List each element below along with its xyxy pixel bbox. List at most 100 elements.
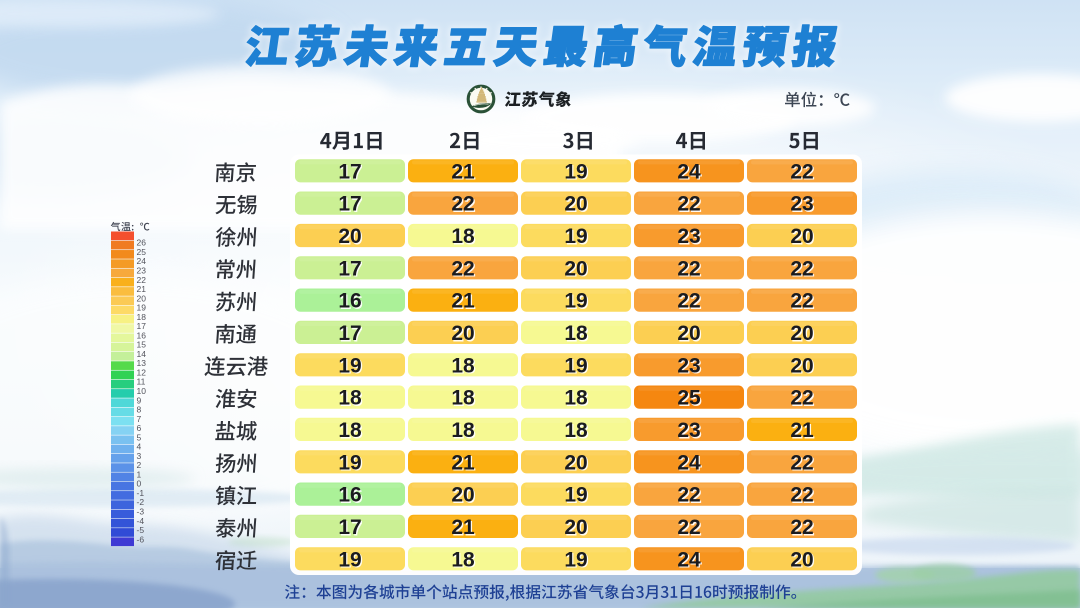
svg-text:24: 24 xyxy=(679,550,703,573)
svg-text:20: 20 xyxy=(790,322,813,345)
svg-text:19: 19 xyxy=(566,162,589,185)
svg-text:22: 22 xyxy=(137,275,147,285)
svg-text:22: 22 xyxy=(790,160,813,183)
svg-text:20: 20 xyxy=(790,354,813,377)
svg-text:18: 18 xyxy=(453,388,477,411)
svg-text:18: 18 xyxy=(338,387,362,410)
svg-text:22: 22 xyxy=(677,516,700,539)
svg-text:22: 22 xyxy=(790,257,813,280)
svg-text:22: 22 xyxy=(451,193,474,216)
svg-text:20: 20 xyxy=(566,259,589,282)
svg-text:19: 19 xyxy=(340,356,363,379)
svg-text:18: 18 xyxy=(340,388,364,411)
svg-text:20: 20 xyxy=(564,257,587,280)
svg-text:16: 16 xyxy=(340,485,363,508)
svg-text:19: 19 xyxy=(564,484,587,507)
svg-text:22: 22 xyxy=(679,194,702,217)
svg-text:7: 7 xyxy=(137,414,142,424)
svg-text:22: 22 xyxy=(792,162,815,185)
svg-text:18: 18 xyxy=(453,226,477,249)
svg-text:22: 22 xyxy=(792,517,815,540)
svg-text:22: 22 xyxy=(792,485,815,508)
svg-text:17: 17 xyxy=(338,516,361,539)
svg-text:21: 21 xyxy=(451,451,475,474)
svg-text:18: 18 xyxy=(451,419,475,442)
svg-text:0: 0 xyxy=(137,479,142,489)
svg-text:25: 25 xyxy=(679,388,703,411)
svg-text:23: 23 xyxy=(677,225,700,248)
svg-text:19: 19 xyxy=(338,354,361,377)
svg-text:22: 22 xyxy=(790,516,813,539)
svg-text:20: 20 xyxy=(566,517,589,540)
svg-text:8: 8 xyxy=(137,405,142,415)
svg-text:14: 14 xyxy=(137,349,147,359)
svg-text:19: 19 xyxy=(566,226,589,249)
svg-text:23: 23 xyxy=(792,194,815,217)
svg-text:22: 22 xyxy=(790,387,813,410)
svg-text:22: 22 xyxy=(790,290,813,313)
svg-text:21: 21 xyxy=(137,284,147,294)
svg-text:20: 20 xyxy=(451,322,474,345)
svg-text:22: 22 xyxy=(679,259,702,282)
svg-text:20: 20 xyxy=(792,323,815,346)
svg-text:21: 21 xyxy=(451,290,475,313)
svg-text:20: 20 xyxy=(453,323,476,346)
svg-text:21: 21 xyxy=(451,160,475,183)
svg-text:16: 16 xyxy=(340,291,363,314)
svg-text:16: 16 xyxy=(137,330,147,340)
svg-text:22: 22 xyxy=(790,484,813,507)
svg-text:21: 21 xyxy=(453,291,477,314)
svg-text:20: 20 xyxy=(564,193,587,216)
svg-text:23: 23 xyxy=(679,420,702,443)
svg-text:6: 6 xyxy=(137,423,142,433)
svg-text:24: 24 xyxy=(677,548,701,571)
svg-text:21: 21 xyxy=(451,516,475,539)
svg-text:22: 22 xyxy=(677,290,700,313)
svg-text:19: 19 xyxy=(566,550,589,573)
svg-text:24: 24 xyxy=(677,160,701,183)
svg-text:19: 19 xyxy=(564,225,587,248)
svg-text:-1: -1 xyxy=(137,488,145,498)
svg-text:20: 20 xyxy=(792,550,815,573)
svg-text:20: 20 xyxy=(453,485,476,508)
svg-text:17: 17 xyxy=(338,322,361,345)
svg-text:-2: -2 xyxy=(137,497,145,507)
svg-text:18: 18 xyxy=(451,548,475,571)
svg-text:17: 17 xyxy=(340,517,363,540)
svg-text:20: 20 xyxy=(677,322,700,345)
svg-text:25: 25 xyxy=(137,247,147,257)
svg-text:20: 20 xyxy=(792,226,815,249)
svg-text:16: 16 xyxy=(338,484,361,507)
svg-text:19: 19 xyxy=(564,160,587,183)
svg-text:19: 19 xyxy=(340,453,363,476)
svg-text:19: 19 xyxy=(338,451,361,474)
svg-text:17: 17 xyxy=(338,160,361,183)
svg-text:13: 13 xyxy=(137,358,147,368)
svg-text:22: 22 xyxy=(792,453,815,476)
svg-text:19: 19 xyxy=(137,303,147,313)
svg-text:20: 20 xyxy=(340,226,363,249)
svg-text:17: 17 xyxy=(340,194,363,217)
svg-text:23: 23 xyxy=(137,265,147,275)
svg-text:16: 16 xyxy=(338,290,361,313)
svg-text:-5: -5 xyxy=(137,525,145,535)
svg-text:22: 22 xyxy=(677,257,700,280)
svg-text:18: 18 xyxy=(564,322,588,345)
svg-text:22: 22 xyxy=(453,259,476,282)
svg-text:19: 19 xyxy=(564,290,587,313)
svg-text:12: 12 xyxy=(137,367,147,377)
svg-text:19: 19 xyxy=(564,548,587,571)
svg-text:24: 24 xyxy=(137,256,147,266)
svg-text:22: 22 xyxy=(792,259,815,282)
svg-text:18: 18 xyxy=(564,419,588,442)
svg-text:22: 22 xyxy=(679,291,702,314)
svg-text:17: 17 xyxy=(338,257,361,280)
svg-text:22: 22 xyxy=(451,257,474,280)
svg-text:3: 3 xyxy=(137,451,142,461)
svg-text:22: 22 xyxy=(677,484,700,507)
svg-text:23: 23 xyxy=(679,226,702,249)
svg-text:17: 17 xyxy=(137,321,147,331)
svg-text:26: 26 xyxy=(137,238,147,248)
svg-text:25: 25 xyxy=(677,387,701,410)
svg-text:18: 18 xyxy=(451,387,475,410)
